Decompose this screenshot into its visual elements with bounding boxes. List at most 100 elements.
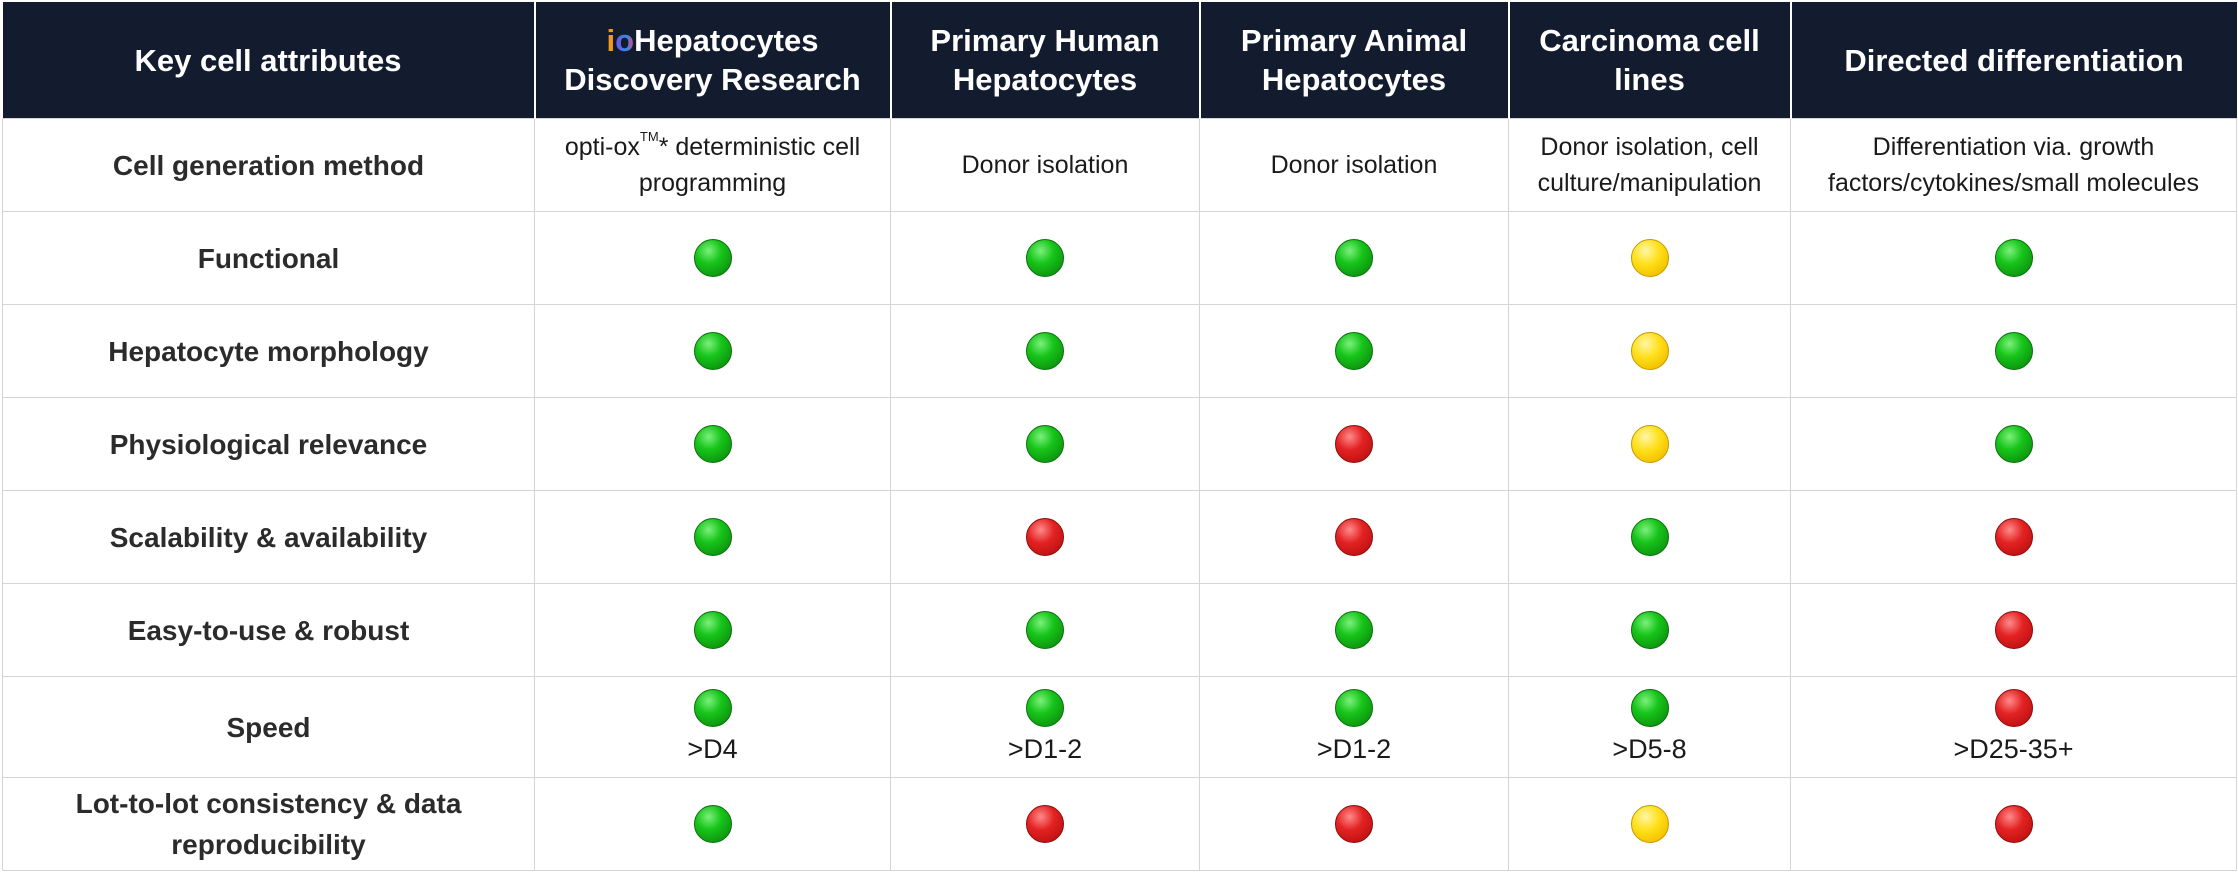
- header-directed-differentiation: Directed differentiation: [1790, 2, 2237, 119]
- status-dot-green-icon: [1994, 239, 2033, 278]
- status-dot-green-icon: [1026, 611, 1064, 650]
- status-dot-green-icon: [693, 239, 732, 278]
- header-primary-animal: Primary Animal Hepatocytes: [1199, 2, 1510, 119]
- table-row-lot-to-lot-consistency-data-reproducibility: Lot-to-lot consistency & data reproducib…: [2, 777, 2237, 871]
- row-label: Easy-to-use & robust: [2, 583, 535, 677]
- speed-value: >D4: [687, 734, 738, 764]
- rating-cell: [1508, 397, 1791, 491]
- status-dot-green-icon: [1630, 518, 1669, 557]
- table-row-easy-to-use-robust: Easy-to-use & robust: [2, 583, 2237, 677]
- speed-value: >D1-2: [1316, 734, 1392, 764]
- method-cell: Differentiation via. growth factors/cyto…: [1790, 118, 2237, 212]
- status-dot-yellow-icon: [1630, 425, 1669, 464]
- status-dot-red-icon: [1335, 425, 1373, 464]
- rating-cell: [1199, 583, 1509, 677]
- rating-cell: [1790, 777, 2237, 871]
- rating-cell: [890, 304, 1200, 398]
- speed-cell: >D1-2: [890, 676, 1200, 778]
- row-label: Physiological relevance: [2, 397, 535, 491]
- method-cell: Donor isolation: [1199, 118, 1509, 212]
- status-dot-green-icon: [1026, 425, 1064, 464]
- row-label: Lot-to-lot consistency & data reproducib…: [2, 777, 535, 871]
- rating-cell: [1790, 397, 2237, 491]
- rating-cell: [1790, 490, 2237, 584]
- status-dot-yellow-icon: [1630, 805, 1669, 844]
- comparison-table: Key cell attributes ioHepatocytes Discov…: [2, 2, 2237, 871]
- rating-cell: [1508, 777, 1791, 871]
- header-row: Key cell attributes ioHepatocytes Discov…: [2, 2, 2237, 119]
- status-dot-green-icon: [1630, 611, 1669, 650]
- header-iohepatocytes: ioHepatocytes Discovery Research: [534, 2, 892, 119]
- rating-cell: [1199, 397, 1509, 491]
- table-row-hepatocyte-morphology: Hepatocyte morphology: [2, 304, 2237, 398]
- rating-cell: [534, 583, 891, 677]
- rating-cell: [890, 211, 1200, 305]
- method-cell: Donor isolation: [890, 118, 1200, 212]
- status-dot-red-icon: [1335, 805, 1373, 844]
- status-dot-green-icon: [1335, 239, 1373, 278]
- rating-cell: [1199, 211, 1509, 305]
- row-label: Scalability & availability: [2, 490, 535, 584]
- status-dot-red-icon: [1026, 805, 1064, 844]
- status-dot-green-icon: [1630, 689, 1669, 727]
- rating-cell: [890, 583, 1200, 677]
- rating-cell: [1199, 777, 1509, 871]
- rating-cell: [1508, 490, 1791, 584]
- speed-cell: >D5-8: [1508, 676, 1791, 778]
- speed-value: >D1-2: [1007, 734, 1083, 764]
- rating-cell: [1508, 211, 1791, 305]
- table-row-cell-generation-method: Cell generation method opti-oxTM* determ…: [2, 118, 2237, 212]
- status-dot-yellow-icon: [1630, 239, 1669, 278]
- header-carcinoma: Carcinoma cell lines: [1508, 2, 1792, 119]
- table-row-physiological-relevance: Physiological relevance: [2, 397, 2237, 491]
- status-dot-green-icon: [1335, 332, 1373, 371]
- rating-cell: [534, 777, 891, 871]
- status-dot-red-icon: [1994, 689, 2033, 727]
- rating-cell: [1790, 211, 2237, 305]
- table-row-functional: Functional: [2, 211, 2237, 305]
- method-text-post: * deterministic cell programming: [638, 133, 861, 197]
- rating-cell: [1790, 304, 2237, 398]
- header-iohepatocytes-line2: Discovery Research: [564, 62, 861, 97]
- rating-cell: [890, 490, 1200, 584]
- status-dot-yellow-icon: [1630, 332, 1669, 371]
- status-dot-green-icon: [693, 611, 732, 650]
- rating-cell: [534, 304, 891, 398]
- rating-cell: [534, 397, 891, 491]
- rating-cell: [534, 211, 891, 305]
- status-dot-green-icon: [693, 425, 732, 464]
- status-dot-green-icon: [1994, 425, 2033, 464]
- status-dot-red-icon: [1026, 518, 1064, 557]
- io-logo: io: [607, 21, 635, 60]
- status-dot-green-icon: [1994, 332, 2033, 371]
- rating-cell: [1199, 490, 1509, 584]
- method-cell: Donor isolation, cell culture/manipulati…: [1508, 118, 1791, 212]
- status-dot-green-icon: [1335, 611, 1373, 650]
- header-primary-human: Primary Human Hepatocytes: [890, 2, 1201, 119]
- speed-value: >D25-35+: [1953, 734, 2074, 764]
- speed-cell: >D25-35+: [1790, 676, 2237, 778]
- status-dot-green-icon: [1026, 332, 1064, 371]
- status-dot-red-icon: [1994, 611, 2033, 650]
- rating-cell: [1199, 304, 1509, 398]
- method-cell: opti-oxTM* deterministic cell programmin…: [534, 118, 891, 212]
- rating-cell: [890, 777, 1200, 871]
- header-key-attributes: Key cell attributes: [2, 2, 536, 119]
- method-text-pre: opti-ox: [564, 133, 640, 161]
- table-row-speed: Speed >D4 >D1-2 >D1-2 >D5-8 >D25-35+: [2, 676, 2237, 778]
- status-dot-green-icon: [1026, 239, 1064, 278]
- rating-cell: [1790, 583, 2237, 677]
- speed-cell: >D1-2: [1199, 676, 1509, 778]
- speed-value: >D5-8: [1612, 734, 1687, 764]
- rating-cell: [1508, 583, 1791, 677]
- header-iohepatocytes-line1: Hepatocytes: [634, 23, 819, 58]
- status-dot-red-icon: [1994, 518, 2033, 557]
- rating-cell: [890, 397, 1200, 491]
- row-label: Speed: [2, 676, 535, 778]
- speed-cell: >D4: [534, 676, 891, 778]
- table-body: Cell generation method opti-oxTM* determ…: [2, 118, 2237, 871]
- row-label: Cell generation method: [2, 118, 535, 212]
- io-logo-i: i: [606, 23, 616, 58]
- row-label: Hepatocyte morphology: [2, 304, 535, 398]
- trademark-mark: TM: [639, 129, 659, 144]
